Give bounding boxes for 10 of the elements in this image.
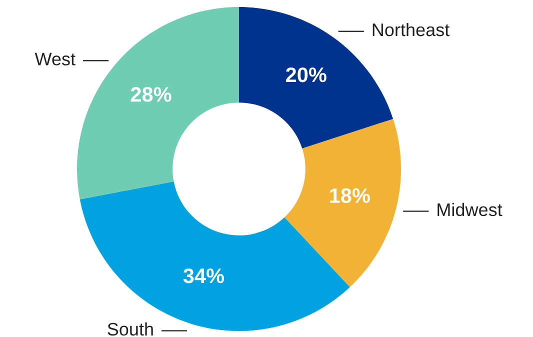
data-label: 28% [130, 87, 172, 102]
data-label: 20% [286, 67, 326, 82]
donut-slice [284, 118, 401, 288]
slice-label: Midwest [438, 202, 502, 216]
data-label: 34% [183, 268, 224, 284]
slice-label: Northeast [372, 22, 450, 36]
slice-label: South [108, 322, 153, 336]
data-label: 18% [330, 188, 370, 203]
slice-label: West [34, 52, 76, 66]
donut-slice [77, 7, 239, 200]
